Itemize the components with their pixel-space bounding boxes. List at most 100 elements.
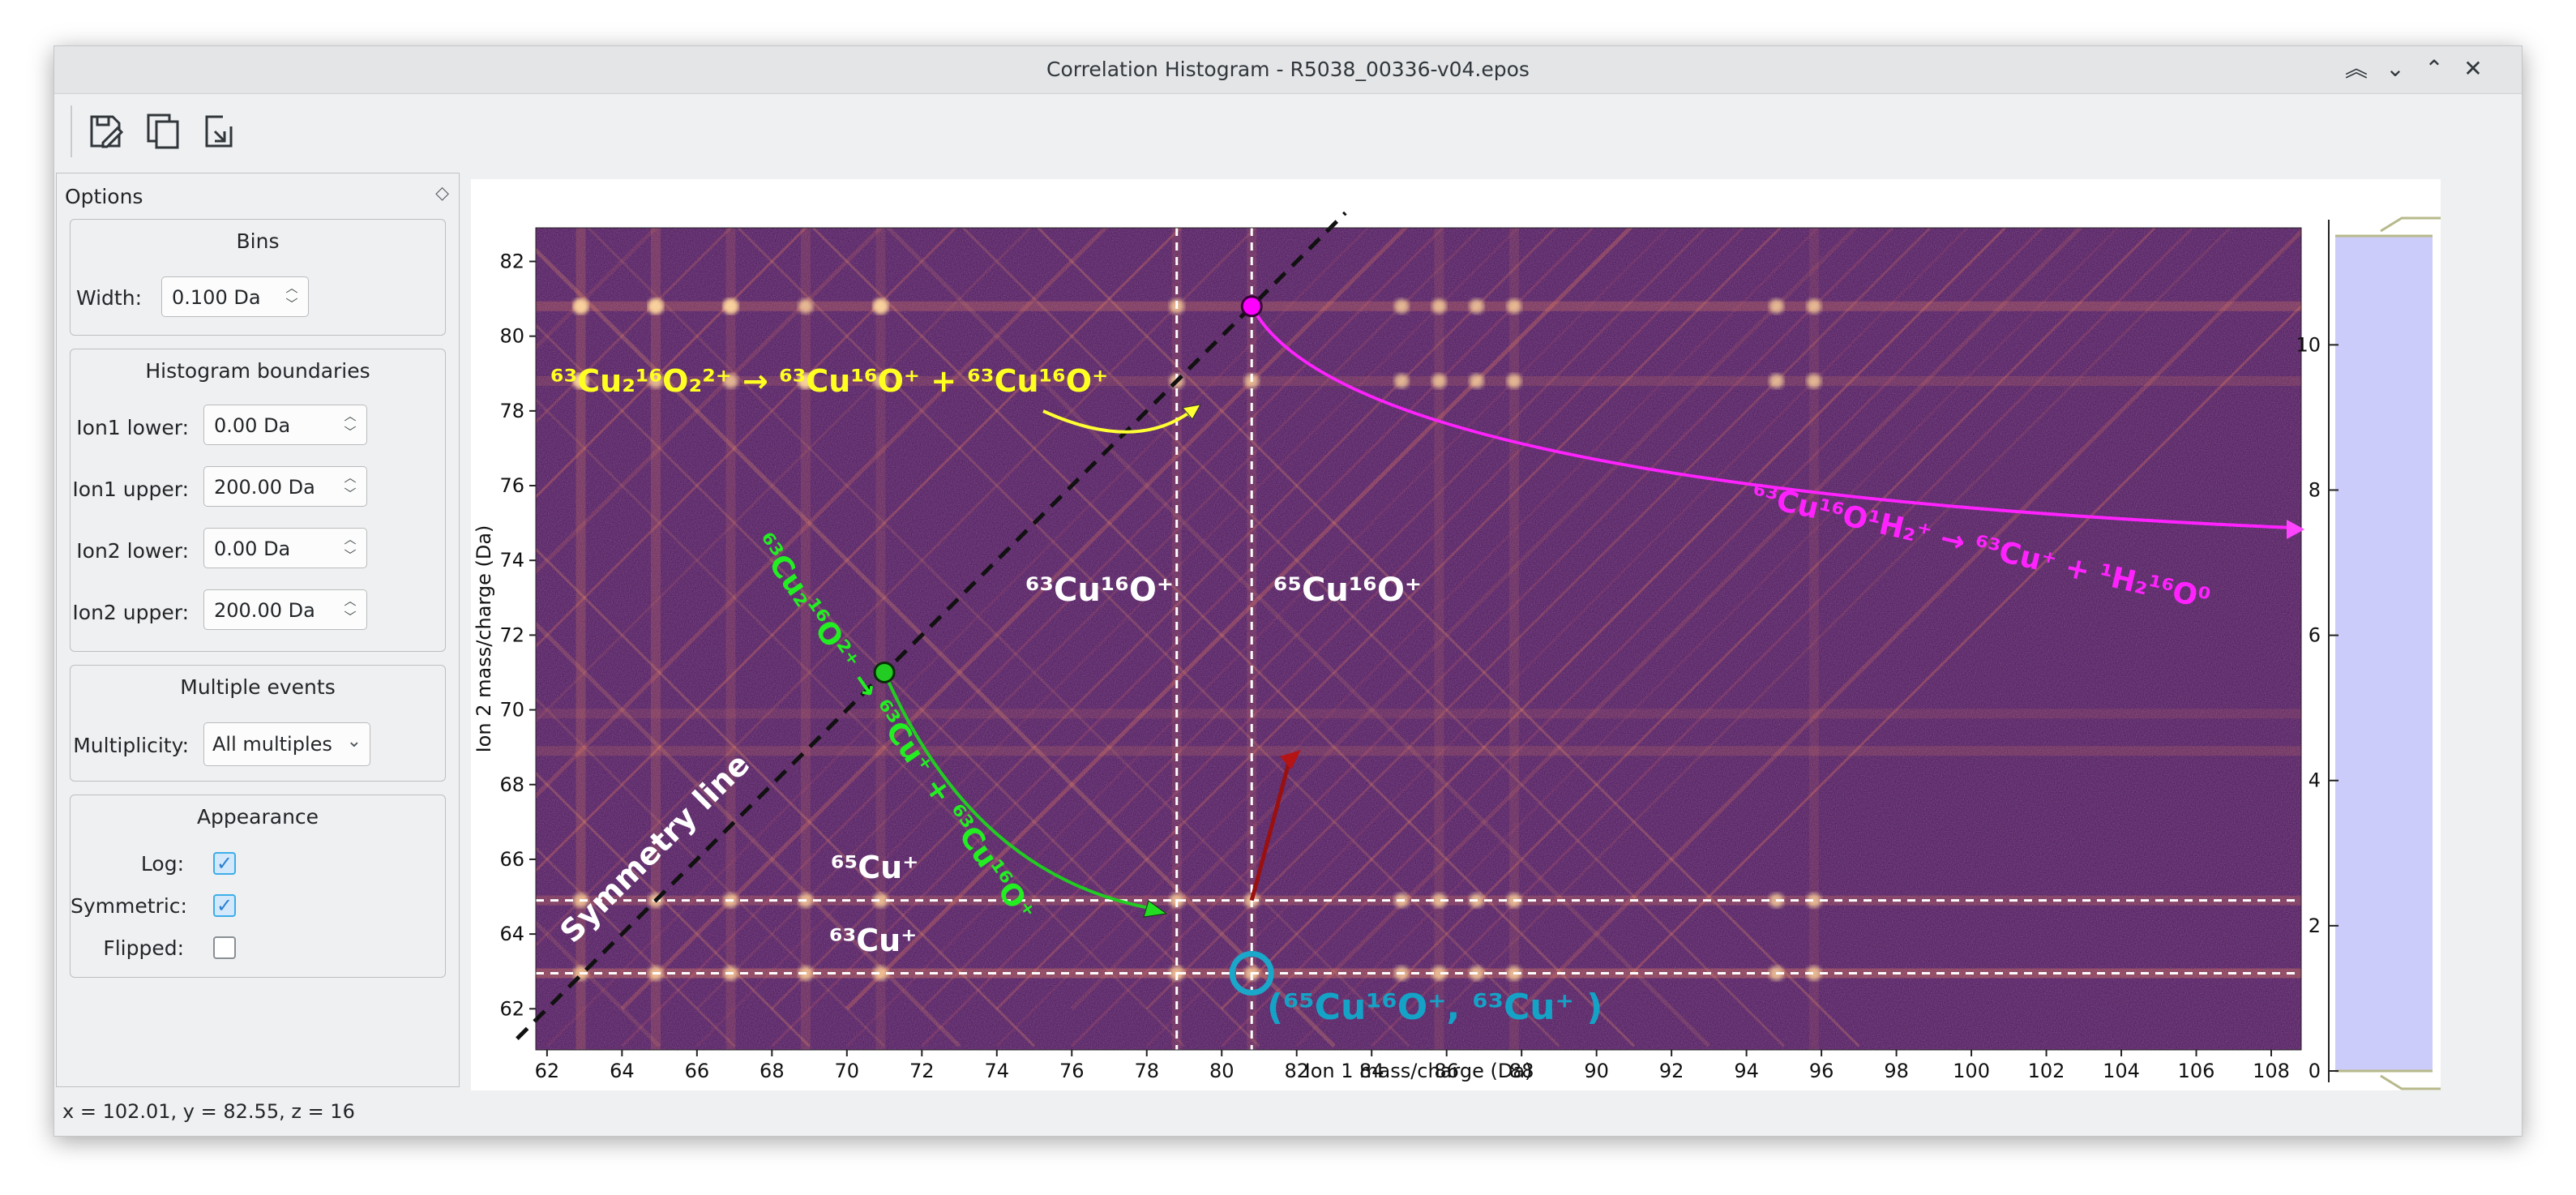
streak-antidiagonal: [536, 771, 811, 1047]
hotspot: [873, 966, 888, 981]
save-button[interactable]: [85, 110, 127, 152]
title-bar: Correlation Histogram - R5038_00336-v04.…: [54, 46, 2522, 94]
appearance-title: Appearance: [196, 805, 319, 829]
cyan-ring[interactable]: [1229, 951, 1274, 996]
spin-up-icon[interactable]: ︿: [344, 532, 357, 546]
hotspot: [1394, 373, 1410, 388]
y-tick-label: 66: [499, 848, 524, 871]
spin-down-icon[interactable]: ﹀: [344, 486, 357, 501]
multiple-events-group: Multiple events Multiplicity: All multip…: [70, 665, 446, 782]
maximize-button[interactable]: ⌃: [2424, 55, 2444, 82]
streak-diagonal: [1595, 304, 2301, 1010]
band-horizontal: [536, 375, 2301, 386]
close-button[interactable]: ✕: [2463, 55, 2483, 82]
histogram-plot-area[interactable]: 62 64 66 68 70 72 74 76 78 80 82 84 86 88 90 92 94 96 98 10…: [471, 179, 2493, 1101]
spin-up-icon[interactable]: ︿: [344, 470, 357, 485]
streak-diagonal: [1145, 228, 1932, 1010]
x-tick-label: 100: [1953, 1060, 1990, 1082]
streak-diagonal: [921, 228, 1707, 1010]
x-tick-label: 102: [2028, 1060, 2065, 1082]
x-tick-label: 90: [1584, 1060, 1609, 1082]
streak-diagonal: [536, 228, 1257, 948]
streak-antidiagonal: [536, 621, 961, 1048]
streak-antidiagonal: [536, 846, 736, 1047]
band-vertical: [800, 228, 811, 1050]
spin-up-icon[interactable]: ︿: [285, 281, 298, 295]
log-checkbox[interactable]: ✓: [213, 852, 236, 875]
hotspot: [873, 373, 888, 388]
heatmap[interactable]: [471, 186, 2421, 1050]
hotspot: [723, 373, 738, 388]
ion1-upper-spinbox[interactable]: 200.00 Da ︿ ﹀: [203, 466, 367, 507]
yellow-arrow: [1042, 409, 1194, 434]
spin-up-icon[interactable]: ︿: [344, 593, 357, 608]
symmetric-label: Symmetric:: [71, 894, 187, 918]
band-horizontal: [536, 709, 2301, 719]
streak-diagonal: [771, 228, 1595, 1047]
band-vertical: [650, 228, 661, 1050]
colorbar[interactable]: 0 2 4 6 8 10: [2296, 206, 2493, 1101]
ion1-lower-spinbox[interactable]: 0.00 Da ︿ ﹀: [203, 405, 367, 445]
hotspot: [648, 298, 663, 314]
streak-diagonal: [536, 228, 958, 649]
streak-antidiagonal: [536, 696, 886, 1047]
green-arrowhead: [1143, 900, 1168, 918]
reference-lines: [536, 228, 2301, 1050]
hotspot: [1469, 298, 1484, 314]
hotspot: [1431, 298, 1447, 314]
bin-width-spinbox[interactable]: 0.100 Da ︿ ﹀: [161, 276, 309, 317]
x-tick-label: 80: [1209, 1060, 1235, 1082]
hotspot: [1431, 966, 1447, 981]
export-button[interactable]: [199, 110, 241, 152]
multiplicity-select[interactable]: All multiples ⌄: [203, 722, 370, 766]
spin-up-icon[interactable]: ︿: [344, 409, 357, 423]
spin-down-icon[interactable]: ﹀: [344, 610, 357, 624]
save-icon: [90, 115, 124, 148]
band-vertical: [576, 228, 586, 1050]
hotspot: [1806, 298, 1821, 314]
ion2-upper-value: 200.00 Da: [214, 599, 315, 622]
spin-down-icon[interactable]: ﹀: [344, 548, 357, 563]
boundaries-title: Histogram boundaries: [145, 359, 370, 383]
spin-down-icon[interactable]: ﹀: [285, 297, 298, 311]
streak-antidiagonal: [536, 323, 1260, 1047]
flipped-checkbox[interactable]: [213, 936, 236, 959]
ion1-upper-label: Ion1 upper:: [72, 478, 189, 501]
y-tick-label: 80: [499, 325, 524, 348]
hotspot: [1769, 373, 1784, 388]
x-tick-label: 108: [2253, 1060, 2290, 1082]
hotspot: [1506, 373, 1521, 388]
hotspot: [1431, 893, 1447, 908]
panel-float-icon[interactable]: ◇: [435, 183, 449, 203]
green-dot[interactable]: [873, 661, 896, 683]
window-title: Correlation Histogram - R5038_00336-v04.…: [1046, 58, 1530, 81]
symmetric-checkbox[interactable]: ✓: [213, 894, 236, 917]
correlation-histogram-window: Correlation Histogram - R5038_00336-v04.…: [53, 45, 2523, 1137]
multiplicity-value: All multiples: [212, 733, 332, 756]
bins-group: Bins Width: 0.100 Da ︿ ﹀: [70, 219, 446, 336]
bins-title: Bins: [236, 229, 280, 253]
spin-down-icon[interactable]: ﹀: [344, 425, 357, 439]
magenta-dot[interactable]: [1240, 295, 1263, 318]
x-tick-label: 64: [610, 1060, 635, 1082]
ion2-upper-spinbox[interactable]: 200.00 Da ︿ ﹀: [203, 589, 367, 630]
ion2-lower-spinbox[interactable]: 0.00 Da ︿ ﹀: [203, 528, 367, 568]
heatmap-noise: [536, 228, 2301, 1050]
correlation-histogram-chart[interactable]: 62 64 66 68 70 72 74 76 78 80 82 84 86 88 90 92 94 96 98 10…: [471, 179, 2493, 1101]
streak-diagonal: [620, 228, 1409, 1011]
y-tick-label: 64: [499, 923, 524, 945]
copy-button[interactable]: [142, 110, 184, 152]
streak-diagonal: [1221, 228, 2045, 1047]
keep-above-button[interactable]: ︽: [2344, 55, 2368, 82]
symmetry-dashed-line: [516, 211, 1347, 1040]
band-vertical: [875, 228, 886, 1050]
minimize-button[interactable]: ⌄: [2386, 55, 2405, 82]
hotspot: [723, 298, 738, 314]
streak-diagonal: [536, 228, 1033, 723]
streak-diagonal: [536, 228, 1183, 872]
x-tick-label: 82: [1284, 1060, 1309, 1082]
streak-diagonal: [1294, 228, 2083, 1011]
x-tick-label: 96: [1809, 1060, 1834, 1082]
streak-diagonal: [536, 228, 1109, 799]
y-tick-label: 78: [499, 400, 524, 422]
